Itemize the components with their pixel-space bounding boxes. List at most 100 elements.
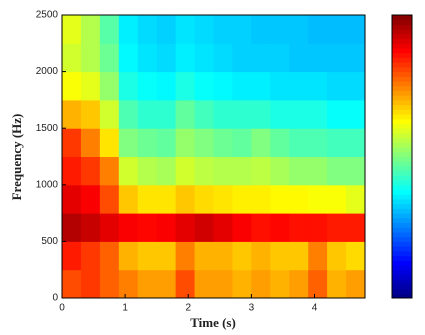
heatmap-cell <box>80 15 101 44</box>
heatmap-cell <box>308 241 328 271</box>
heatmap-cell <box>213 43 233 73</box>
heatmap-cell <box>194 184 214 214</box>
heatmap-cell <box>270 43 290 73</box>
heatmap-cell <box>327 156 347 186</box>
heatmap-cell <box>327 99 347 129</box>
colorbar-segment <box>392 76 412 82</box>
heatmap-cell <box>270 269 290 299</box>
heatmap-cell <box>137 156 158 186</box>
heatmap-cell <box>156 156 177 186</box>
heatmap-cell <box>80 269 101 299</box>
heatmap-cell <box>62 43 82 73</box>
colorbar-segment <box>392 180 412 186</box>
y-tick-label: 1000 <box>36 179 59 190</box>
colorbar-segment <box>392 151 412 157</box>
heatmap-cell <box>118 15 139 44</box>
heatmap-cell <box>156 241 177 271</box>
heatmap-cell <box>308 128 328 157</box>
heatmap-cell <box>80 43 101 73</box>
heatmap-cell <box>251 43 271 73</box>
heatmap-cell <box>194 213 214 242</box>
heatmap-cell <box>156 213 177 242</box>
colorbar-segment <box>392 208 412 214</box>
heatmap-cell <box>99 71 120 101</box>
colorbar-segment <box>392 184 412 191</box>
heatmap-cell <box>213 128 233 157</box>
heatmap-cell <box>232 99 252 129</box>
heatmap-cell <box>232 184 252 214</box>
colorbar-segment <box>392 15 412 21</box>
colorbar-segment <box>392 165 412 172</box>
colorbar-segment <box>392 123 412 129</box>
colorbar-segment <box>392 246 412 252</box>
heatmap-cell <box>308 43 328 73</box>
colorbar-segment <box>392 194 412 200</box>
heatmap-cell <box>80 241 101 271</box>
heatmap-cell <box>118 71 139 101</box>
heatmap-cell <box>251 241 271 271</box>
y-axis-label: Frequency (Hz) <box>9 114 24 201</box>
colorbar-segment <box>392 19 412 25</box>
heatmap-cell <box>251 269 271 299</box>
heatmap-cell <box>289 241 309 271</box>
colorbar-segment <box>392 288 412 294</box>
heatmap-cell <box>194 71 214 101</box>
colorbar-segment <box>392 293 412 299</box>
colorbar-segment <box>392 264 412 271</box>
heatmap-cell <box>251 213 271 242</box>
heatmap-cell <box>118 128 139 157</box>
colorbar-segment <box>392 156 412 162</box>
heatmap-cell <box>270 128 290 157</box>
heatmap-cell <box>175 241 196 271</box>
heatmap-cell <box>80 213 101 242</box>
heatmap-cell <box>346 184 366 214</box>
x-axis-label: Time (s) <box>190 315 236 330</box>
colorbar-segment <box>392 283 412 290</box>
heatmap-cell <box>289 128 309 157</box>
heatmap-cell <box>175 43 196 73</box>
heatmap-cell <box>80 184 101 214</box>
heatmap-cell <box>289 99 309 129</box>
heatmap-cell <box>194 15 214 44</box>
heatmap-cell <box>156 43 177 73</box>
colorbar-segment <box>392 189 412 195</box>
heatmap-cell <box>213 15 233 44</box>
heatmap-cell <box>62 99 82 129</box>
heatmap-cell <box>346 241 366 271</box>
colorbar-segment <box>392 217 412 224</box>
heatmap-cell <box>62 128 82 157</box>
heatmap-cell <box>346 99 366 129</box>
heatmap-cell <box>156 71 177 101</box>
colorbar-segment <box>392 99 412 106</box>
heatmap-cell <box>137 15 158 44</box>
colorbar-segment <box>392 147 412 153</box>
heatmap-cell <box>175 71 196 101</box>
heatmap-cell <box>251 156 271 186</box>
heatmap-cell <box>175 269 196 299</box>
heatmap-cell <box>213 156 233 186</box>
heatmap-cell <box>99 128 120 157</box>
heatmap-cell <box>346 43 366 73</box>
heatmap-cell <box>175 128 196 157</box>
colorbar-segment <box>392 85 412 91</box>
heatmap-cell <box>327 15 347 44</box>
colorbar-segment <box>392 132 412 139</box>
heatmap-cell <box>251 15 271 44</box>
heatmap-cell <box>137 43 158 73</box>
heatmap-cell <box>251 71 271 101</box>
heatmap-cell <box>175 15 196 44</box>
colorbar-segment <box>392 274 412 280</box>
colorbar-segment <box>392 109 412 115</box>
colorbar-segment <box>392 236 412 242</box>
heatmap-cell <box>156 99 177 129</box>
heatmap-cell <box>80 128 101 157</box>
heatmap-cell <box>308 213 328 242</box>
heatmap-cell <box>194 156 214 186</box>
x-tick-label: 3 <box>249 303 255 314</box>
heatmap-cell <box>270 213 290 242</box>
heatmap-cell <box>99 156 120 186</box>
colorbar-segment <box>392 118 412 124</box>
heatmap-cell <box>270 15 290 44</box>
heatmap-cell <box>327 128 347 157</box>
